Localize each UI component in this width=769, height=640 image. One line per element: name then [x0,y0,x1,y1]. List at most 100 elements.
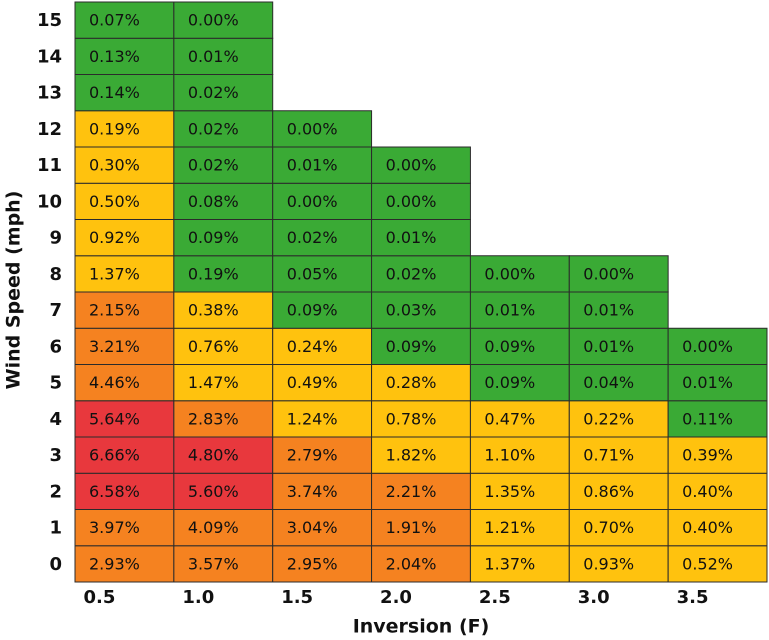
cell-label: 1.37% [89,264,140,283]
cell-label: 0.09% [386,337,437,356]
heat-cell [667,436,768,474]
heat-cell [173,110,274,148]
cell-label: 2.21% [386,482,437,501]
heat-cell [74,37,175,75]
y-tick-label: 5 [49,373,62,394]
heat-cell [74,219,175,257]
cell-label: 0.00% [583,264,634,283]
x-tick-label: 0.5 [83,587,115,608]
x-tick-label: 1.5 [281,587,313,608]
heat-cell [371,146,471,184]
y-tick-label: 9 [49,228,62,249]
cell-label: 0.24% [287,337,338,356]
cell-label: 0.30% [89,156,140,175]
heat-cell [469,327,570,365]
heat-cell [568,472,669,510]
cell-label: 0.22% [583,409,634,428]
heat-cell [74,74,175,112]
cell-label: 1.91% [386,518,437,537]
heat-cell [371,219,471,257]
x-tick-label: 2.5 [479,587,511,608]
cell-label: 1.47% [188,373,239,392]
cell-label: 0.71% [583,446,634,465]
cell-label: 0.02% [188,119,239,138]
cell-label: 0.39% [682,446,733,465]
cell-label: 0.19% [89,119,140,138]
cell-label: 0.01% [682,373,733,392]
y-tick-label: 14 [37,46,62,67]
heat-cell [74,400,175,438]
cell-label: 0.00% [386,192,437,211]
cell-label: 0.09% [287,301,338,320]
cell-label: 0.49% [287,373,338,392]
x-tick-label: 1.0 [182,587,214,608]
cell-label: 2.95% [287,554,338,573]
cell-label: 0.01% [188,47,239,66]
heat-cell [74,182,175,220]
cell-label: 2.04% [386,554,437,573]
cell-label: 0.00% [484,264,535,283]
heat-cell [173,255,274,293]
cell-label: 0.00% [386,156,437,175]
x-tick-label: 3.0 [578,587,610,608]
y-tick-label: 3 [49,445,62,466]
heat-cell [667,545,768,583]
heat-cell [469,255,570,293]
cell-label: 0.13% [89,47,140,66]
x-axis-title: Inversion (F) [353,616,490,638]
y-tick-label: 11 [37,155,62,176]
cell-label: 1.37% [484,554,535,573]
cell-label: 1.24% [287,409,338,428]
heat-cell [272,110,373,148]
cell-label: 0.11% [682,409,733,428]
heat-cell [371,472,471,510]
heat-cell [272,509,373,547]
cell-label: 1.35% [484,482,535,501]
heat-cell [173,436,274,474]
x-tick-label: 3.5 [677,587,709,608]
heat-cell [667,327,768,365]
heat-cell [74,1,175,39]
heat-cell [371,255,471,293]
cell-label: 0.28% [386,373,437,392]
heat-cell [74,364,175,402]
y-tick-label: 12 [37,119,62,140]
heat-cell [74,545,175,583]
heat-cell [173,1,274,39]
heat-cell [568,291,669,329]
cell-label: 0.07% [89,11,140,30]
cell-label: 0.00% [188,11,239,30]
heat-cell [469,364,570,402]
cell-label: 0.09% [188,228,239,247]
y-tick-label: 4 [49,409,62,430]
x-tick-label: 2.0 [380,587,412,608]
cell-label: 0.00% [682,337,733,356]
y-tick-label: 1 [49,518,62,539]
heat-cell [272,182,373,220]
y-tick-label: 0 [49,554,62,575]
heat-cell [272,364,373,402]
cell-label: 3.74% [287,482,338,501]
y-tick-label: 10 [37,191,62,212]
cell-label: 2.15% [89,301,140,320]
cell-label: 1.21% [484,518,535,537]
cell-label: 2.93% [89,554,140,573]
cell-label: 0.09% [484,373,535,392]
heat-cell [568,364,669,402]
heat-cell [173,37,274,75]
y-tick-label: 8 [49,264,62,285]
cell-label: 0.86% [583,482,634,501]
cell-label: 0.14% [89,83,140,102]
heat-cell [272,327,373,365]
cell-label: 6.58% [89,482,140,501]
cell-label: 3.97% [89,518,140,537]
cell-label: 3.04% [287,518,338,537]
heat-cell [568,255,669,293]
cell-label: 0.92% [89,228,140,247]
cell-label: 0.02% [188,83,239,102]
cell-label: 0.47% [484,409,535,428]
cell-label: 0.04% [583,373,634,392]
y-tick-label: 6 [49,336,62,357]
heat-cell [371,291,471,329]
heat-cell [371,436,471,474]
